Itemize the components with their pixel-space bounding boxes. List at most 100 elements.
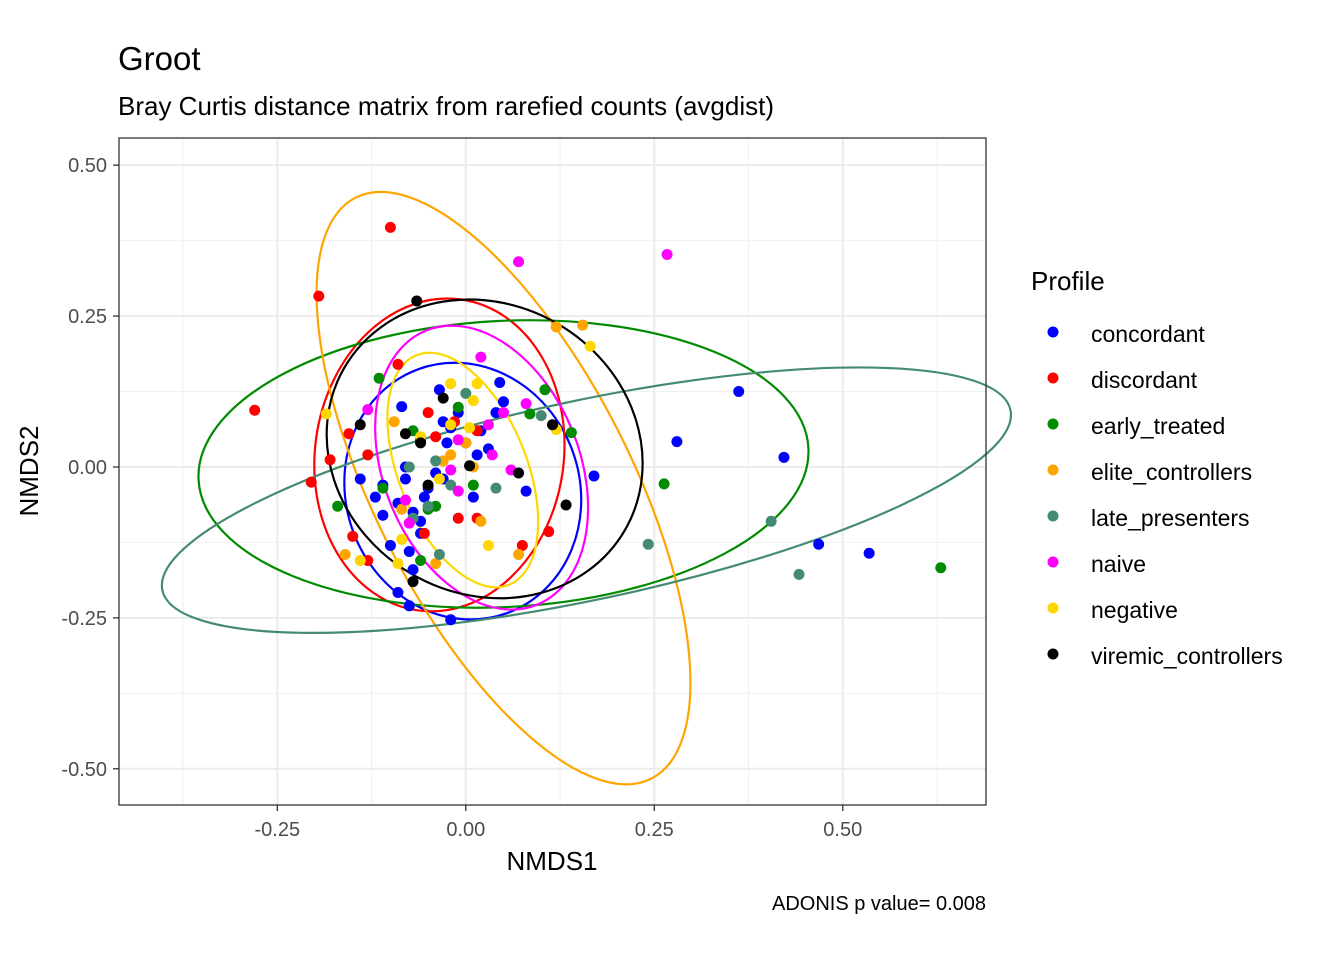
series-naive — [362, 248, 673, 529]
point-concordant — [445, 614, 457, 626]
ellipse-late-presenters — [160, 366, 1013, 634]
point-naive — [399, 494, 411, 506]
adonis-caption: ADONIS p value= 0.008 — [772, 893, 986, 915]
point-discordant — [430, 431, 442, 443]
point-elite-controllers — [577, 319, 589, 331]
point-concordant — [399, 473, 411, 485]
series-late-presenters — [403, 387, 805, 580]
point-naive — [661, 248, 673, 260]
plot-panel — [118, 137, 1013, 806]
point-concordant — [494, 376, 506, 388]
point-concordant — [588, 470, 600, 482]
point-concordant — [813, 538, 825, 550]
legend-label-late-presenters: late_presenters — [1091, 505, 1250, 531]
point-discordant — [418, 527, 430, 539]
grid-major — [119, 138, 986, 805]
point-early-treated — [373, 372, 385, 384]
legend-label-naive: naive — [1091, 551, 1146, 577]
point-concordant — [490, 407, 502, 419]
x-axis-title: NMDS1 — [506, 846, 597, 876]
legend-key-elite-controllers — [1047, 464, 1059, 476]
x-tick-label: 0.25 — [635, 819, 674, 841]
plot-background — [119, 138, 986, 805]
point-naive — [497, 407, 509, 419]
point-early-treated — [658, 478, 670, 490]
grid-minor — [119, 138, 986, 805]
point-naive — [403, 517, 415, 529]
point-elite-controllers — [430, 558, 442, 570]
point-negative — [433, 473, 445, 485]
point-negative — [320, 408, 332, 420]
point-naive — [513, 256, 525, 268]
legend-key-naive — [1047, 556, 1059, 568]
legend-title: Profile — [1031, 266, 1105, 296]
point-concordant — [520, 485, 532, 497]
point-late-presenters — [490, 482, 502, 494]
point-early-treated — [415, 555, 427, 567]
point-viremic-controllers — [464, 460, 476, 472]
point-negative — [445, 419, 457, 431]
point-early-treated — [539, 384, 551, 396]
point-negative — [445, 378, 457, 390]
point-concordant — [418, 491, 430, 503]
point-naive — [445, 464, 457, 476]
point-concordant — [392, 587, 404, 599]
point-early-treated — [452, 401, 464, 413]
point-concordant — [354, 473, 366, 485]
point-negative — [584, 340, 596, 352]
point-concordant — [863, 547, 875, 559]
point-late-presenters — [765, 515, 777, 527]
point-elite-controllers — [396, 503, 408, 515]
point-viremic-controllers — [411, 295, 423, 307]
point-concordant — [369, 491, 381, 503]
point-negative — [471, 378, 483, 390]
point-discordant — [305, 476, 317, 488]
point-early-treated — [935, 562, 947, 574]
point-discordant — [313, 290, 325, 302]
point-early-treated — [467, 479, 479, 491]
y-tick-label: -0.25 — [61, 608, 107, 630]
legend-key-concordant — [1047, 326, 1059, 338]
x-axis: -0.25 0.00 0.25 0.50 — [255, 805, 862, 841]
point-naive — [362, 404, 374, 416]
point-discordant — [362, 449, 374, 461]
point-concordant — [396, 401, 408, 413]
point-negative — [392, 558, 404, 570]
point-late-presenters — [460, 387, 472, 399]
chart-title: Groot — [118, 40, 201, 77]
point-early-treated — [430, 500, 442, 512]
point-early-treated — [377, 482, 389, 494]
y-axis: -0.50 -0.25 0.00 0.25 0.50 — [61, 155, 119, 781]
point-late-presenters — [433, 548, 445, 560]
point-discordant — [392, 358, 404, 370]
series-viremic-controllers — [354, 295, 572, 588]
point-late-presenters — [445, 479, 457, 491]
point-elite-controllers — [388, 416, 400, 428]
point-discordant — [249, 404, 261, 416]
point-late-presenters — [535, 410, 547, 422]
point-late-presenters — [422, 500, 434, 512]
point-concordant — [441, 437, 453, 449]
point-concordant — [403, 545, 415, 557]
point-discordant — [384, 221, 396, 233]
point-viremic-controllers — [547, 419, 558, 431]
point-negative — [464, 422, 476, 434]
point-viremic-controllers — [437, 392, 449, 404]
point-early-treated — [332, 500, 344, 512]
point-early-treated — [524, 408, 536, 420]
y-tick-label: 0.50 — [68, 155, 107, 177]
point-viremic-controllers — [560, 499, 572, 511]
x-tick-label: -0.25 — [255, 819, 301, 841]
point-concordant — [733, 386, 745, 398]
point-discordant — [343, 428, 355, 440]
ellipse-early-treated — [197, 319, 810, 609]
legend-label-viremic-controllers: viremic_controllers — [1091, 643, 1283, 669]
point-late-presenters — [430, 455, 442, 467]
point-viremic-controllers — [354, 419, 366, 431]
point-concordant — [671, 436, 683, 448]
chart-subtitle: Bray Curtis distance matrix from rarefie… — [118, 91, 774, 121]
point-early-treated — [565, 427, 577, 439]
y-tick-label: -0.50 — [61, 759, 107, 781]
point-concordant — [467, 491, 479, 503]
